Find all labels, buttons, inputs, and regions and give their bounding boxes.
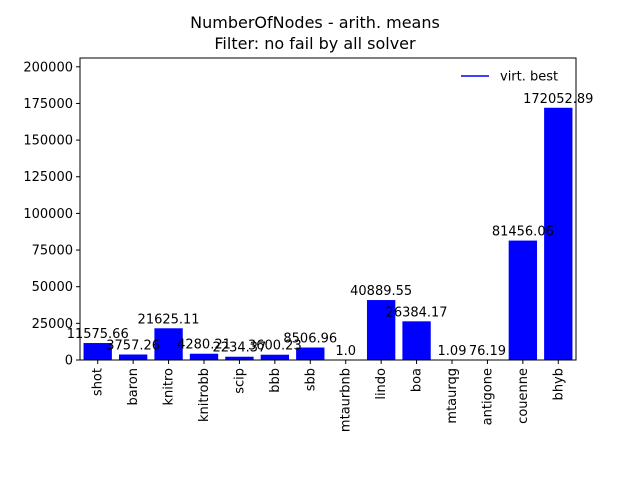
x-tick-label-knitro: knitro: [162, 368, 177, 406]
x-tick-label-mtaurbnb: mtaurbnb: [339, 368, 354, 432]
y-tick-label-125000: 125000: [23, 170, 73, 185]
y-tick-label-75000: 75000: [32, 244, 73, 259]
data-label-boa: 26384.17: [386, 305, 448, 320]
x-tick-label-couenne: couenne: [516, 368, 531, 424]
x-tick-label-shot: shot: [91, 368, 106, 396]
bar-scip: [225, 356, 254, 360]
y-tick-label-175000: 175000: [23, 97, 73, 112]
data-label-bhyb: 172052.89: [523, 92, 593, 107]
x-tick-label-bbb: bbb: [268, 368, 283, 393]
data-label-mtaurbnb: 1.0: [335, 344, 356, 359]
y-tick-label-50000: 50000: [32, 280, 73, 295]
legend-label-virt-best: virt. best: [500, 70, 558, 85]
x-tick-label-knitrobb: knitrobb: [197, 368, 212, 422]
chart-subtitle: Filter: no fail by all solver: [214, 34, 416, 53]
x-axis: shot baron knitro knitrobb scip bbb sbb mtaurbn…: [91, 360, 566, 432]
bar-baron: [118, 354, 148, 360]
data-label-knitro: 21625.11: [138, 312, 200, 327]
x-tick-label-mtaurqg: mtaurqg: [445, 368, 460, 424]
y-axis: 0 25000 50000 75000 100000 125000 150000 175000…: [23, 60, 80, 369]
data-label-couenne: 81456.06: [492, 225, 554, 240]
y-tick-label-200000: 200000: [23, 60, 73, 75]
data-label-mtaurqg: 1.09: [438, 344, 467, 359]
bar-knitrobb: [189, 353, 219, 360]
plot-frame: [79, 57, 577, 361]
x-tick-label-lindo: lindo: [374, 368, 389, 400]
data-label-baron: 3757.26: [106, 338, 160, 353]
bar-boa: [402, 321, 431, 360]
x-tick-label-boa: boa: [410, 368, 425, 392]
legend: virt. best: [461, 70, 558, 85]
y-tick-label-0: 0: [65, 354, 73, 369]
x-tick-label-antigone: antigone: [480, 368, 495, 425]
data-label-bbb: 3600.23: [248, 339, 302, 354]
y-tick-label-150000: 150000: [23, 134, 73, 149]
bar-knitro: [154, 328, 183, 360]
x-tick-label-sbb: sbb: [303, 368, 318, 391]
bar-couenne: [508, 240, 538, 360]
data-label-knitrobb: 4280.21: [177, 338, 231, 353]
bar-shot: [83, 343, 112, 360]
bar-bhyb: [544, 107, 573, 360]
x-tick-label-scip: scip: [232, 368, 247, 394]
x-tick-label-bhyb: bhyb: [551, 368, 566, 400]
bar-sbb: [296, 347, 325, 360]
data-label-lindo: 40889.55: [350, 284, 412, 299]
bar-lindo: [366, 300, 396, 360]
data-label-antigone: 76.19: [469, 344, 506, 359]
x-tick-label-baron: baron: [126, 368, 141, 405]
chart-title: NumberOfNodes - arith. means: [190, 13, 440, 32]
bar-bbb: [260, 354, 290, 360]
y-tick-label-100000: 100000: [23, 207, 73, 222]
data-label-shot: 11575.66: [67, 327, 129, 342]
data-label-sbb: 8506.96: [283, 332, 337, 347]
bars-group: [83, 107, 573, 360]
data-label-scip: 2234.37: [213, 341, 267, 356]
y-tick-label-25000: 25000: [32, 317, 73, 332]
